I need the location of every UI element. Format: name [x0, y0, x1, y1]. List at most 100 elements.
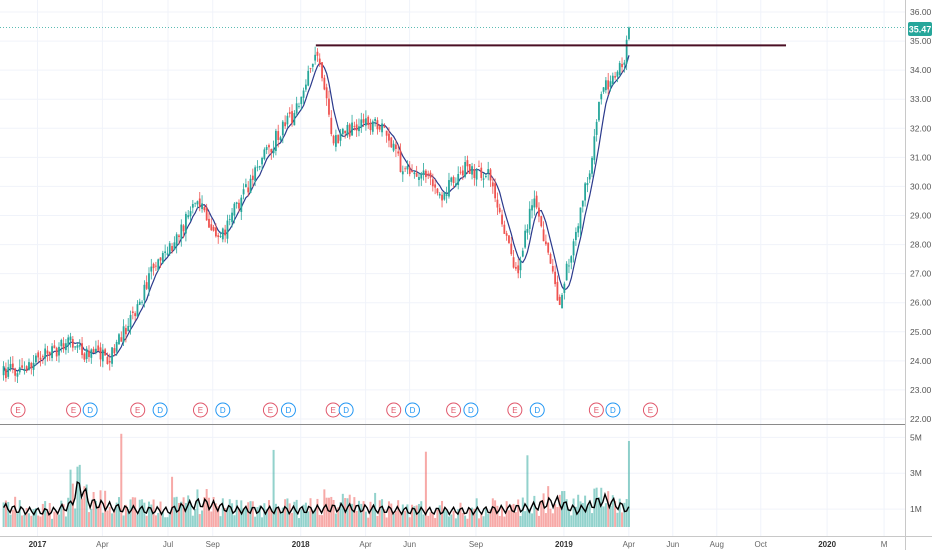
volume-bar — [411, 504, 414, 527]
candle-body — [249, 178, 252, 193]
candle-body — [330, 117, 333, 134]
volume-bar — [214, 503, 217, 527]
candle-body — [367, 116, 370, 126]
volume-bar — [62, 504, 65, 527]
time-tick-label: Oct — [755, 540, 768, 549]
dividend-marker[interactable]: D — [280, 402, 296, 418]
candle-body — [71, 339, 74, 348]
volume-bar — [34, 508, 37, 527]
volume-bar — [501, 507, 504, 527]
volume-bar — [604, 503, 607, 527]
candle-body — [265, 147, 268, 150]
candle-body — [519, 260, 522, 271]
earnings-marker[interactable]: E — [130, 402, 146, 418]
volume-bar — [106, 510, 109, 527]
time-tick-label: M — [881, 540, 888, 549]
candle-body — [286, 115, 289, 125]
candle-body — [581, 200, 584, 207]
volume-bar — [212, 497, 215, 527]
time-tick-label: Jul — [163, 540, 173, 549]
candle-body — [270, 149, 273, 153]
volume-bar — [157, 512, 160, 527]
volume-bar — [505, 501, 508, 527]
volume-bar — [159, 501, 162, 527]
dividend-marker[interactable]: D — [529, 402, 545, 418]
earnings-marker[interactable]: E — [642, 402, 658, 418]
event-marker-circle — [262, 402, 278, 418]
price-tick-label: 22.00 — [910, 414, 932, 424]
earnings-marker[interactable]: E — [10, 402, 26, 418]
volume-ma-path — [2, 480, 630, 516]
candle-body — [143, 284, 146, 301]
volume-bar — [441, 500, 444, 527]
earnings-marker[interactable]: E — [507, 402, 523, 418]
candle-body — [210, 224, 213, 231]
volume-bar — [484, 508, 487, 527]
volume-bar — [161, 511, 164, 527]
event-marker-label: E — [451, 406, 456, 415]
volume-bar — [265, 509, 268, 527]
candle-body — [498, 207, 501, 213]
volume-bar — [563, 491, 566, 527]
earnings-marker[interactable]: E — [262, 402, 278, 418]
candle-body — [491, 182, 494, 187]
candle-body — [37, 352, 40, 358]
volume-bar — [274, 503, 277, 527]
volume-bar — [48, 502, 51, 527]
volume-bar — [602, 506, 605, 527]
dividend-marker[interactable]: D — [404, 402, 420, 418]
earnings-marker[interactable]: E — [325, 402, 341, 418]
earnings-marker[interactable]: E — [386, 402, 402, 418]
volume-bar — [297, 518, 300, 527]
dividend-marker[interactable]: D — [82, 402, 98, 418]
candle-body — [404, 168, 407, 170]
dividend-marker[interactable]: D — [338, 402, 354, 418]
volume-bar — [307, 511, 310, 527]
candle-body — [293, 113, 296, 126]
candle-body — [457, 173, 460, 186]
dividend-marker[interactable]: D — [215, 402, 231, 418]
volume-bar — [591, 513, 594, 527]
event-marker-label: D — [157, 406, 163, 415]
candle-body — [238, 202, 240, 209]
earnings-marker[interactable]: E — [66, 402, 82, 418]
volume-bar — [489, 509, 492, 527]
candle-body — [482, 178, 485, 180]
volume-bar — [53, 511, 56, 527]
earnings-marker[interactable]: E — [588, 402, 604, 418]
candle-body — [544, 241, 547, 245]
earnings-marker[interactable]: E — [192, 402, 208, 418]
candle-body — [235, 202, 238, 204]
volume-bar — [242, 508, 245, 527]
volume-bar — [507, 510, 510, 527]
candle-body — [291, 111, 293, 124]
volume-bar — [124, 504, 127, 527]
candle-body — [438, 193, 441, 196]
dividend-marker[interactable]: D — [152, 402, 168, 418]
earnings-marker[interactable]: E — [446, 402, 462, 418]
volume-bar — [334, 513, 337, 527]
volume-bar — [466, 518, 469, 527]
volume-bar — [101, 512, 104, 527]
candle-body — [388, 133, 390, 141]
candle-body — [101, 349, 104, 362]
volume-bar — [535, 508, 538, 527]
candle-body — [584, 183, 587, 201]
candle-body — [69, 336, 72, 341]
candle-body — [155, 265, 157, 267]
dividend-marker[interactable]: D — [605, 402, 621, 418]
dividend-marker[interactable]: D — [463, 402, 479, 418]
candle-body — [28, 362, 30, 370]
volume-bar — [429, 512, 432, 527]
volume-bar — [526, 455, 529, 527]
volume-bar — [4, 500, 7, 527]
candle-body — [127, 325, 130, 332]
volume-bar — [438, 505, 441, 527]
candle-body — [136, 304, 139, 317]
volume-bar — [609, 506, 612, 527]
candle-body — [360, 119, 363, 128]
volume-bar — [558, 494, 561, 527]
